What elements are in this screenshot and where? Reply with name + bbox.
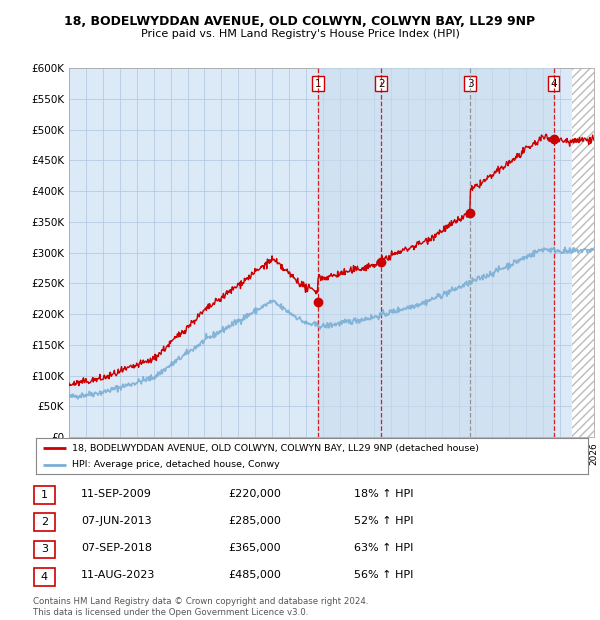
- Text: 07-SEP-2018: 07-SEP-2018: [81, 543, 152, 553]
- Text: 56% ↑ HPI: 56% ↑ HPI: [354, 570, 413, 580]
- Text: HPI: Average price, detached house, Conwy: HPI: Average price, detached house, Conw…: [72, 460, 280, 469]
- Bar: [572, 68, 594, 437]
- Text: £220,000: £220,000: [228, 489, 281, 498]
- Text: 1: 1: [41, 490, 48, 500]
- Text: 1: 1: [314, 79, 321, 89]
- Text: 2: 2: [41, 517, 48, 527]
- Text: £485,000: £485,000: [228, 570, 281, 580]
- Text: 07-JUN-2013: 07-JUN-2013: [81, 516, 152, 526]
- Text: 2: 2: [378, 79, 385, 89]
- Text: 18% ↑ HPI: 18% ↑ HPI: [354, 489, 413, 498]
- Text: 11-AUG-2023: 11-AUG-2023: [81, 570, 155, 580]
- Text: 18, BODELWYDDAN AVENUE, OLD COLWYN, COLWYN BAY, LL29 9NP (detached house): 18, BODELWYDDAN AVENUE, OLD COLWYN, COLW…: [72, 443, 479, 453]
- Text: Price paid vs. HM Land Registry's House Price Index (HPI): Price paid vs. HM Land Registry's House …: [140, 29, 460, 39]
- Text: 11-SEP-2009: 11-SEP-2009: [81, 489, 152, 498]
- Text: 18, BODELWYDDAN AVENUE, OLD COLWYN, COLWYN BAY, LL29 9NP: 18, BODELWYDDAN AVENUE, OLD COLWYN, COLW…: [64, 16, 536, 28]
- Text: Contains HM Land Registry data © Crown copyright and database right 2024.
This d: Contains HM Land Registry data © Crown c…: [33, 598, 368, 617]
- Text: 3: 3: [467, 79, 473, 89]
- Text: 3: 3: [41, 544, 48, 554]
- Text: £365,000: £365,000: [228, 543, 281, 553]
- Text: £285,000: £285,000: [228, 516, 281, 526]
- Bar: [318, 68, 554, 437]
- Text: 52% ↑ HPI: 52% ↑ HPI: [354, 516, 413, 526]
- Text: 4: 4: [550, 79, 557, 89]
- Text: 4: 4: [41, 572, 48, 582]
- Bar: [572, 68, 594, 437]
- Text: 63% ↑ HPI: 63% ↑ HPI: [354, 543, 413, 553]
